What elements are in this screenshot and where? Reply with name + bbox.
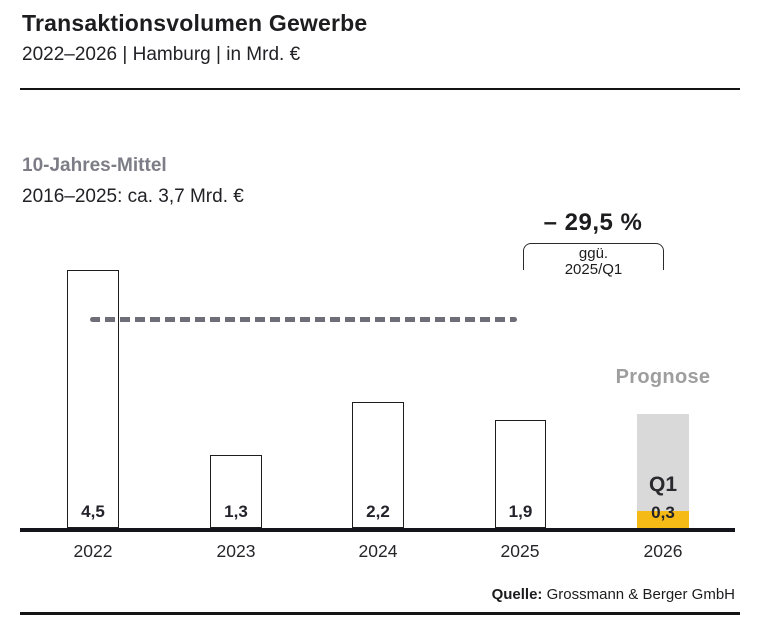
x-label-2024: 2024 — [358, 541, 398, 561]
bar-2024: 2,2 — [352, 402, 404, 528]
page-title: Transaktionsvolumen Gewerbe — [22, 10, 368, 36]
bar-value-2022: 4,5 — [81, 502, 105, 521]
bar-value-2023: 1,3 — [224, 502, 248, 521]
bar-value-2025: 1,9 — [508, 502, 533, 521]
bar-2025: 1,9 — [495, 420, 546, 528]
footer-divider — [20, 612, 740, 615]
comparison-reference-line2: 2025/Q1 — [564, 261, 623, 278]
bar-2026-forecast: Q1 0,3 — [637, 414, 689, 528]
comparison-reference-line1: ggü. — [578, 245, 609, 262]
x-label-2023: 2023 — [216, 541, 256, 561]
comparison-bracket — [523, 243, 664, 270]
prognose-label: Prognose — [615, 366, 711, 388]
forecast-segment-2026 — [637, 414, 689, 511]
x-label-2022: 2022 — [73, 541, 113, 561]
ten-year-average-label: 10-Jahres-Mittel — [22, 155, 167, 176]
source-note: Quelle: Grossmann & Berger GmbH — [492, 586, 735, 603]
page-subtitle: 2022–2026 | Hamburg | in Mrd. € — [22, 44, 301, 65]
bar-2023: 1,3 — [210, 455, 262, 528]
header-divider — [20, 88, 740, 90]
average-reference-dashed-line — [90, 317, 517, 322]
comparison-reference: ggü. 2025/Q1 — [523, 246, 664, 278]
delta-percentage: – 29,5 % — [543, 209, 643, 236]
q1-segment-2026 — [637, 511, 689, 528]
q1-label: Q1 — [648, 473, 677, 496]
bar-value-2026-q1: 0,3 — [651, 503, 675, 522]
source-label: Quelle: — [491, 586, 543, 603]
bar-value-2024: 2,2 — [366, 502, 390, 521]
x-label-2026: 2026 — [643, 541, 683, 561]
ten-year-average-value: 2016–2025: ca. 3,7 Mrd. € — [22, 186, 244, 207]
source-text: Grossmann & Berger GmbH — [542, 586, 735, 603]
x-axis-line — [20, 528, 735, 532]
bar-2022: 4,5 — [67, 270, 119, 528]
x-label-2025: 2025 — [500, 541, 540, 561]
